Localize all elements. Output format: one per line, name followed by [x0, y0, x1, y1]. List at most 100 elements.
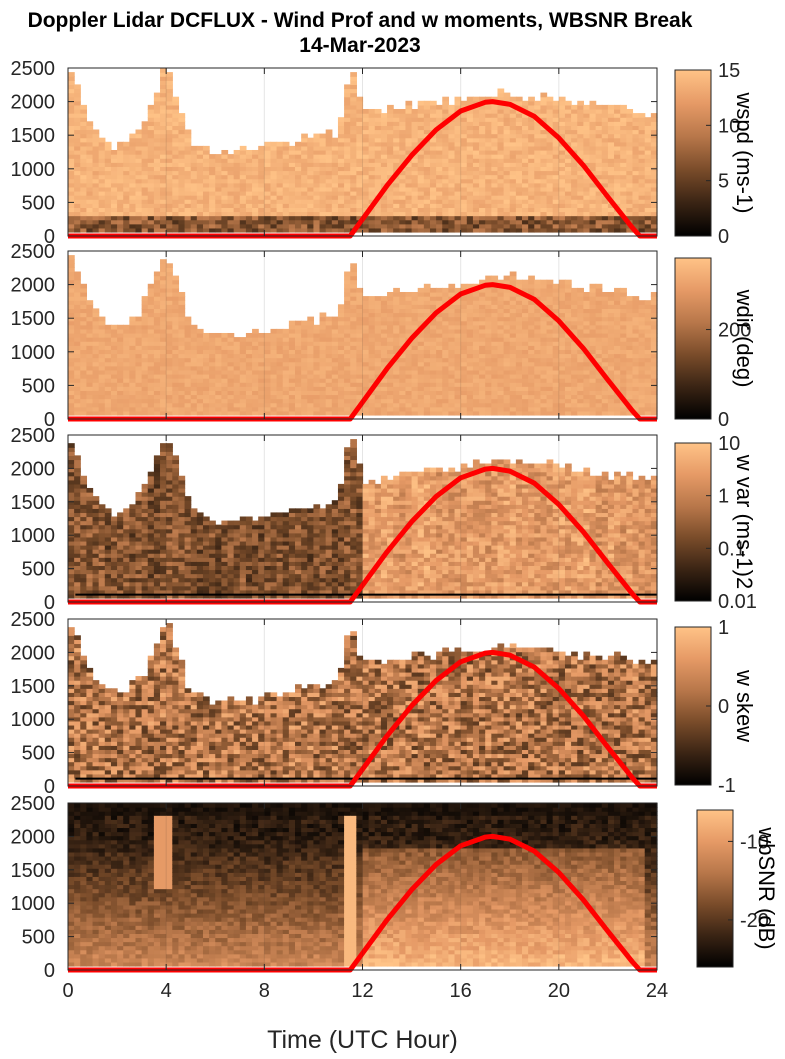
heatmap-cell [552, 108, 560, 114]
heatmap-cell [227, 398, 235, 404]
heatmap-cell [442, 382, 449, 387]
heatmap-cell [472, 178, 480, 184]
heatmap-cell [620, 219, 627, 225]
heatmap-cell [350, 402, 357, 408]
heatmap-cell [160, 190, 167, 196]
heatmap-cell [546, 113, 554, 118]
heatmap-cell [650, 174, 658, 180]
heatmap-cell [245, 332, 253, 338]
heatmap-cell [153, 215, 161, 221]
heatmap-cell [497, 386, 505, 391]
heatmap-cell [564, 166, 572, 172]
heatmap-cell [166, 382, 173, 387]
heatmap-cell [429, 199, 437, 204]
heatmap-cell [393, 203, 400, 208]
heatmap-cell [350, 125, 357, 131]
heatmap-cell [571, 133, 578, 139]
heatmap-cell [356, 178, 364, 184]
heatmap-cell [595, 170, 603, 176]
heatmap-cell [325, 357, 333, 363]
heatmap-cell [245, 199, 253, 204]
heatmap-cell [86, 398, 94, 404]
heatmap-cell [104, 154, 112, 159]
heatmap-cell [147, 394, 155, 400]
heatmap-cell [417, 186, 425, 192]
heatmap-cell [135, 154, 143, 159]
heatmap-cell [252, 357, 259, 363]
heatmap-cell [92, 170, 100, 176]
heatmap-cell [589, 108, 597, 114]
heatmap-cell [227, 378, 235, 383]
heatmap-cell [184, 215, 192, 221]
heatmap-cell [98, 369, 106, 375]
heatmap-cell [319, 410, 327, 416]
heatmap-cell [196, 190, 204, 196]
heatmap-cell [190, 324, 198, 330]
heatmap-cell [423, 203, 431, 208]
heatmap-cell [393, 304, 400, 309]
heatmap-cell [387, 215, 394, 221]
heatmap-cell [411, 215, 419, 221]
heatmap-cell [638, 145, 646, 151]
heatmap-cell [147, 199, 155, 204]
heatmap-cell [522, 398, 529, 404]
heatmap-cell [479, 125, 486, 131]
heatmap-cell [110, 402, 118, 408]
heatmap-cell [626, 108, 634, 114]
heatmap-cell [68, 332, 75, 338]
heatmap-cell [123, 398, 130, 404]
heatmap-cell [319, 390, 327, 396]
heatmap-cell [436, 394, 443, 400]
heatmap-cell [172, 357, 180, 363]
heatmap-cell [190, 207, 198, 213]
heatmap-cell [632, 113, 640, 118]
heatmap-cell [190, 361, 198, 367]
heatmap-cell [147, 291, 155, 297]
heatmap-cell [80, 117, 88, 122]
heatmap-cell [307, 203, 315, 208]
heatmap-cell [454, 104, 462, 110]
heatmap-cell [405, 369, 413, 375]
heatmap-cell [166, 154, 173, 159]
heatmap-cell [166, 117, 173, 122]
heatmap-cell [540, 154, 548, 159]
heatmap-cell [202, 174, 210, 180]
heatmap-cell [270, 332, 278, 338]
heatmap-cell [153, 190, 161, 196]
heatmap-cell [344, 349, 351, 355]
heatmap-cell [313, 145, 321, 151]
heatmap-cell [288, 223, 296, 229]
heatmap-cell [74, 406, 81, 412]
heatmap-cell [276, 406, 284, 412]
heatmap-cell [337, 117, 345, 122]
heatmap-cell [233, 166, 241, 172]
heatmap-cell [110, 324, 118, 330]
heatmap-cell [160, 96, 167, 102]
heatmap-cell [558, 215, 566, 221]
heatmap-cell [638, 190, 646, 196]
heatmap-cell [227, 178, 235, 184]
heatmap-cell [313, 186, 321, 192]
heatmap-cell [626, 186, 634, 192]
heatmap-cell [497, 410, 505, 416]
heatmap-cell [497, 219, 505, 225]
heatmap-cell [356, 133, 364, 139]
heatmap-cell [86, 373, 94, 379]
heatmap-cell [104, 365, 112, 371]
heatmap-cell [221, 345, 229, 350]
heatmap-cell [172, 174, 180, 180]
heatmap-cell [436, 357, 443, 363]
heatmap-cell [276, 365, 284, 371]
heatmap-cell [589, 149, 597, 155]
heatmap-cell [172, 195, 180, 200]
heatmap-cell [160, 215, 167, 221]
heatmap-cell [196, 357, 204, 363]
heatmap-cell [387, 211, 394, 217]
heatmap-cell [632, 190, 640, 196]
heatmap-cell [417, 406, 425, 412]
heatmap-cell [190, 174, 198, 180]
heatmap-cell [147, 211, 155, 217]
heatmap-cell [356, 129, 364, 135]
heatmap-cell [528, 304, 535, 309]
heatmap-cell [546, 357, 554, 363]
